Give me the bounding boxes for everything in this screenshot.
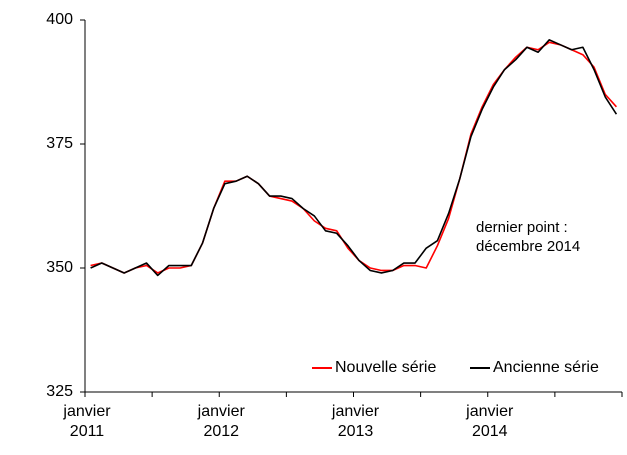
y-tick-label: 375 — [46, 135, 73, 152]
legend-label: Nouvelle série — [335, 359, 436, 376]
annotation: dernier point : décembre 2014 — [476, 219, 581, 255]
y-tick-label: 400 — [46, 11, 73, 28]
x-tick-label: janvier 2012 — [197, 403, 245, 440]
legend-label: Ancienne série — [493, 359, 599, 376]
x-tick-label: janvier 2011 — [63, 403, 111, 440]
x-tick-label: janvier 2014 — [466, 403, 514, 440]
y-tick-label: 350 — [46, 259, 73, 276]
x-tick-label: janvier 2013 — [331, 403, 380, 440]
y-tick-label: 325 — [46, 383, 73, 400]
series-line — [90, 39, 618, 277]
